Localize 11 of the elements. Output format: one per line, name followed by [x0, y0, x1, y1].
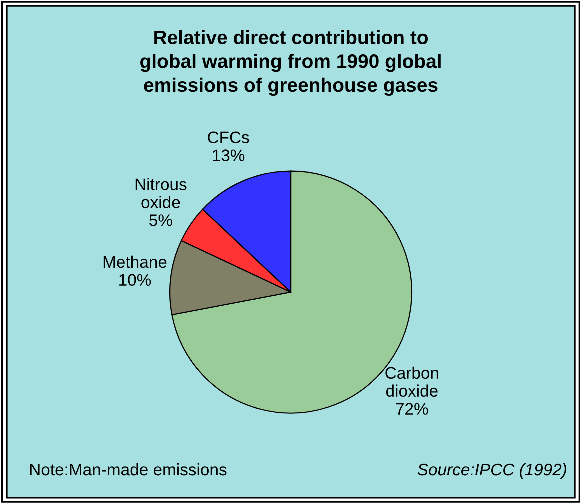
slice-label: Nitrous oxide: [136, 178, 187, 208]
data-label: 10%: [120, 274, 152, 286]
data-label: 13%: [213, 150, 245, 162]
slice-label: CFCs: [208, 132, 250, 144]
data-label: 72%: [396, 403, 428, 415]
data-label: 5%: [150, 214, 172, 226]
chart-title: Relative direct contribution to global warming from 1990 global emissions of greenhouse gases: [140, 30, 441, 96]
slice-label: Methane: [104, 256, 167, 268]
slice-label: Carbon dioxide: [386, 366, 438, 398]
source-note: Source:IPCC (1992): [418, 463, 566, 479]
text: Note:Man-made emissions: [30, 463, 227, 476]
